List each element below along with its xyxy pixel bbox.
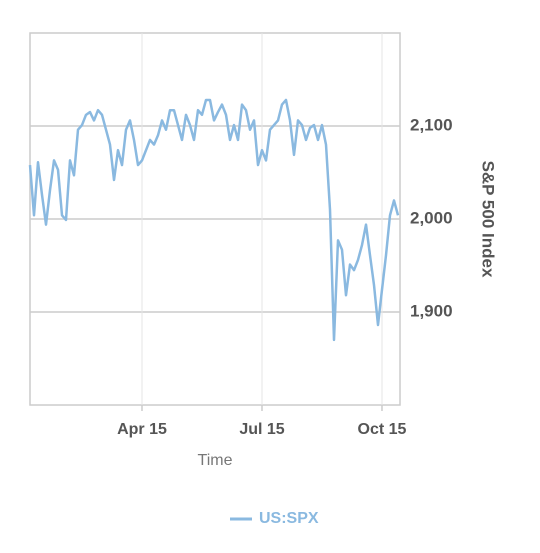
x-tick-label: Oct 15: [358, 421, 407, 438]
x-tick-label: Apr 15: [117, 421, 167, 438]
y-tick-label: 2,100: [410, 115, 453, 134]
y-axis-title: S&P 500 Index: [479, 161, 498, 278]
series-line: [28, 98, 400, 342]
y-tick-label: 2,000: [410, 208, 453, 227]
x-tick-label: Jul 15: [239, 421, 284, 438]
y-tick-label: 1,900: [410, 301, 453, 320]
legend-label: US:SPX: [259, 510, 319, 527]
x-axis-title: Time: [198, 452, 233, 469]
